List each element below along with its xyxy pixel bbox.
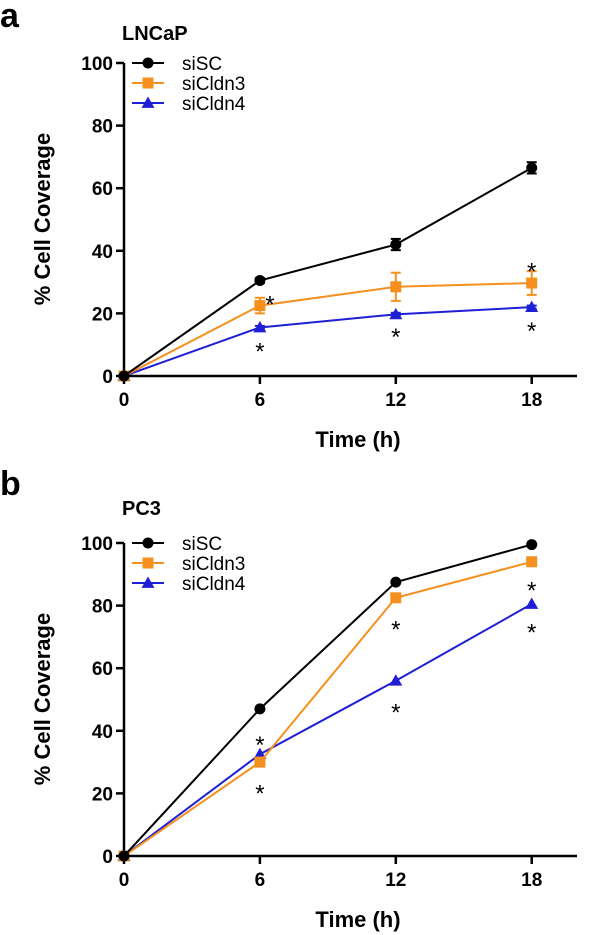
- series-line: [123, 306, 532, 377]
- significance-star: *: [391, 616, 400, 643]
- significance-star: *: [391, 699, 400, 726]
- x-tick-label: 12: [385, 870, 406, 891]
- y-tick-label: 60: [92, 179, 113, 200]
- series-siCldn3: [118, 556, 538, 862]
- x-tick-label: 12: [385, 390, 406, 411]
- significance-star: *: [527, 318, 536, 345]
- series-line: [123, 282, 532, 377]
- series-siSC: [118, 161, 538, 382]
- legend-label: siSC: [182, 534, 222, 555]
- series-siCldn3: [118, 270, 538, 382]
- legend-label: siCldn4: [182, 574, 246, 595]
- y-tick-label: 20: [92, 304, 113, 325]
- data-point: [254, 300, 266, 312]
- y-tick-label: 40: [92, 242, 113, 263]
- legend-marker: [142, 537, 154, 549]
- legend-marker: [142, 557, 154, 569]
- data-point: [526, 162, 538, 174]
- data-point: [118, 370, 130, 382]
- legend-label: siCldn4: [182, 94, 246, 115]
- x-tick-label: 18: [521, 390, 542, 411]
- data-point: [525, 300, 539, 313]
- series-siCldn4: [117, 300, 539, 381]
- panel-letter: a: [0, 0, 20, 35]
- data-point: [254, 756, 266, 768]
- y-axis-label: % Cell Coverage: [30, 133, 55, 305]
- data-point: [526, 539, 538, 551]
- chart-panel-a: a LNCaP 0 20 40 60 80 100 0 6 12 18 Time (h) % Cell C…: [0, 0, 577, 452]
- legend-marker: [142, 77, 154, 89]
- data-point: [526, 556, 538, 568]
- series-line: [123, 166, 533, 377]
- data-point: [390, 592, 402, 604]
- data-point: [253, 320, 267, 333]
- series-line: [123, 543, 532, 857]
- series-line: [123, 560, 532, 857]
- panel-title: LNCaP: [122, 23, 188, 45]
- y-tick-label: 40: [92, 722, 113, 743]
- x-tick-label: 6: [255, 870, 266, 891]
- data-point: [390, 281, 402, 293]
- y-tick-label: 0: [102, 367, 113, 388]
- y-tick-label: 80: [92, 597, 113, 618]
- y-tick-label: 100: [81, 534, 113, 555]
- significance-star: *: [255, 338, 264, 365]
- data-point: [254, 275, 266, 287]
- significance-star: *: [255, 732, 264, 759]
- data-point: [118, 850, 130, 862]
- x-axis-label: Time (h): [315, 907, 400, 932]
- x-tick-label: 18: [521, 870, 542, 891]
- significance-star: *: [265, 291, 274, 318]
- significance-star: *: [527, 258, 536, 285]
- significance-star: *: [527, 577, 536, 604]
- y-tick-label: 0: [102, 847, 113, 868]
- series-siCldn4: [117, 597, 539, 861]
- data-point: [526, 277, 538, 289]
- data-point: [254, 703, 266, 715]
- x-tick-label: 0: [119, 390, 130, 411]
- y-tick-label: 20: [92, 784, 113, 805]
- panel-letter: b: [0, 465, 21, 503]
- x-axis-label: Time (h): [315, 427, 400, 452]
- chart-panel-b: b PC3 0 20 40 60 80 100 0 6 12 18 Time (h) % Cell Cov…: [0, 465, 577, 932]
- series-line: [123, 603, 533, 857]
- y-tick-label: 80: [92, 117, 113, 138]
- significance-star: *: [391, 324, 400, 351]
- y-tick-label: 60: [92, 659, 113, 680]
- legend-label: siCldn3: [182, 554, 245, 575]
- panel-title: PC3: [122, 498, 161, 520]
- data-point: [525, 597, 539, 609]
- data-point: [253, 747, 267, 760]
- data-point: [389, 674, 403, 686]
- significance-star: *: [255, 781, 264, 808]
- data-point: [390, 576, 402, 588]
- x-tick-label: 0: [119, 870, 130, 891]
- legend-marker: [141, 96, 155, 108]
- significance-star: *: [527, 620, 536, 647]
- y-tick-label: 100: [81, 54, 113, 75]
- x-tick-label: 6: [255, 390, 266, 411]
- series-siSC: [118, 539, 538, 862]
- data-point: [390, 239, 402, 251]
- data-point: [389, 307, 403, 320]
- legend-marker: [141, 576, 155, 588]
- legend-label: siSC: [182, 54, 222, 75]
- legend-label: siCldn3: [182, 74, 245, 95]
- legend-marker: [142, 57, 154, 69]
- y-axis-label: % Cell Coverage: [30, 613, 55, 785]
